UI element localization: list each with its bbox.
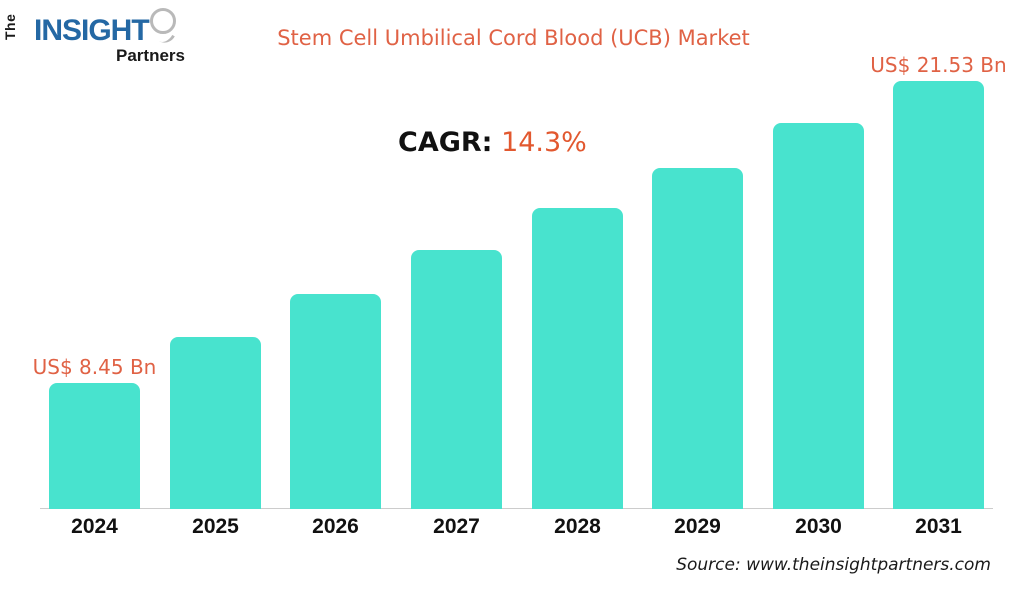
cagr-label: CAGR: [398, 127, 493, 158]
x-axis-line [40, 508, 993, 509]
bar-2024 [49, 383, 140, 509]
bar-2029 [652, 168, 743, 509]
cagr-annotation: CAGR: 14.3% [398, 127, 587, 158]
logo: The INSIGHT Partners [2, 6, 197, 70]
x-axis-label-2029: 2029 [674, 515, 721, 538]
bar-value-label-2031: US$ 21.53 Bn [870, 53, 1007, 77]
bar-2031 [893, 81, 984, 509]
bar-value-label-2024: US$ 8.45 Bn [32, 355, 157, 379]
logo-word-insight: INSIGHT [34, 14, 150, 47]
bar-2027 [411, 250, 502, 509]
x-axis-label-2030: 2030 [795, 515, 842, 538]
bar-2025 [170, 337, 261, 509]
chart-title: Stem Cell Umbilical Cord Blood (UCB) Mar… [277, 26, 750, 50]
cagr-value: 14.3% [501, 127, 587, 158]
bar-2030 [773, 123, 864, 509]
x-axis-label-2024: 2024 [71, 515, 118, 538]
x-axis-label-2031: 2031 [915, 515, 962, 538]
bar-2028 [532, 208, 623, 509]
x-axis-label-2027: 2027 [433, 515, 480, 538]
source-text: Source: www.theinsightpartners.com [676, 555, 991, 575]
x-axis-label-2028: 2028 [554, 515, 601, 538]
x-axis-label-2025: 2025 [192, 515, 239, 538]
x-axis-label-2026: 2026 [312, 515, 359, 538]
magnifier-lens-icon [150, 8, 176, 34]
bar-2026 [290, 294, 381, 509]
logo-word-partners: Partners [116, 46, 185, 65]
